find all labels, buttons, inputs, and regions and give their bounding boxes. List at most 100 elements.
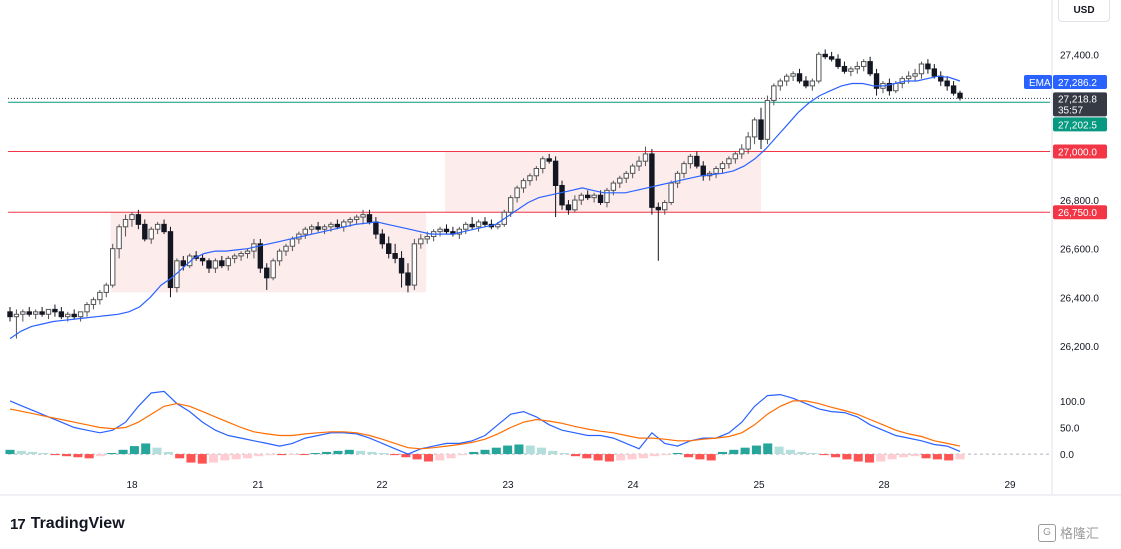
- currency-label[interactable]: USD: [1058, 0, 1110, 22]
- candle-body: [591, 194, 597, 199]
- candle-body: [700, 165, 706, 177]
- candle-body: [463, 223, 469, 230]
- candle-body: [816, 53, 822, 82]
- histogram-bar: [333, 450, 343, 455]
- candle-body: [617, 177, 623, 184]
- time-tick-label: 22: [376, 480, 388, 491]
- candle-body: [154, 223, 161, 230]
- histogram-bar: [491, 447, 501, 455]
- histogram-bar: [616, 454, 626, 461]
- histogram-bar: [819, 454, 829, 456]
- candle-body: [642, 153, 649, 162]
- time-tick-label: 29: [1004, 480, 1016, 491]
- brand-name: TradingView: [30, 515, 125, 532]
- histogram-bar: [480, 449, 490, 455]
- candle-body: [925, 63, 931, 70]
- histogram-bar: [254, 454, 264, 457]
- candle-body: [225, 257, 231, 267]
- histogram-bar: [310, 453, 320, 455]
- histogram-bar: [265, 454, 275, 456]
- tradingview-logo-icon: 17: [10, 515, 26, 533]
- candle-body: [26, 311, 32, 315]
- ema-line: [9, 75, 961, 340]
- histogram-bar: [593, 454, 603, 461]
- price-tick-label: 26,200.0: [1060, 342, 1099, 353]
- candle-body: [283, 245, 289, 252]
- histogram-bar: [797, 451, 807, 455]
- histogram-bar: [865, 454, 875, 463]
- candle-body: [873, 73, 880, 89]
- candle-body: [790, 73, 796, 77]
- histogram-bar: [107, 453, 117, 455]
- candle-body: [379, 233, 385, 245]
- histogram-bar: [62, 454, 72, 457]
- histogram-bar: [695, 454, 705, 460]
- histogram-bar: [84, 454, 94, 459]
- histogram-bar: [378, 453, 388, 455]
- candle-body: [71, 313, 77, 318]
- histogram-bar: [559, 453, 569, 455]
- candle-body: [719, 163, 726, 169]
- histogram-bar: [186, 454, 196, 463]
- histogram-bar: [570, 454, 580, 457]
- candle-body: [437, 228, 443, 233]
- oscillator-fast-line: [9, 390, 961, 455]
- candle-body: [585, 194, 591, 199]
- ema-value: 27,286.2: [1058, 78, 1097, 89]
- candle-body: [65, 313, 71, 318]
- candle-body: [52, 308, 58, 313]
- candle-body: [469, 223, 475, 228]
- histogram-bar: [853, 454, 863, 462]
- histogram-bar: [50, 454, 60, 456]
- watermark-text: 格隆汇: [1060, 526, 1100, 541]
- candle-body: [276, 250, 283, 262]
- histogram-bar: [537, 447, 547, 455]
- candle-body: [386, 243, 392, 255]
- histogram-bar: [390, 454, 400, 456]
- candle-body: [20, 311, 26, 315]
- candle-body: [771, 85, 777, 101]
- candle-body: [796, 73, 803, 82]
- candle-body: [315, 226, 321, 230]
- candle-body: [328, 223, 334, 228]
- candle-body: [687, 155, 694, 165]
- candle-body: [828, 56, 835, 60]
- candle-body: [475, 221, 482, 228]
- histogram-bar: [910, 454, 920, 457]
- candle-body: [347, 219, 353, 223]
- candle-body: [424, 236, 430, 240]
- candle-body: [302, 228, 308, 235]
- zone-1: [445, 151, 762, 213]
- candle-body: [244, 250, 251, 255]
- histogram-bar: [175, 454, 185, 459]
- candle-body: [559, 184, 565, 206]
- candle-body: [148, 228, 154, 240]
- candle-body: [257, 243, 264, 269]
- histogram-bar: [955, 454, 965, 460]
- candle-body: [32, 311, 39, 315]
- price-badge-value: 27,000.0: [1058, 147, 1097, 158]
- histogram-bar: [457, 454, 467, 456]
- histogram-bar: [39, 453, 49, 455]
- candle-body: [219, 260, 225, 267]
- histogram-bar: [921, 454, 931, 459]
- candle-body: [957, 92, 963, 99]
- histogram-bar: [16, 450, 26, 455]
- candle-body: [745, 136, 751, 150]
- price-badge: [1053, 144, 1107, 159]
- candle-body: [783, 75, 790, 82]
- candle-body: [565, 204, 572, 211]
- candle-body: [809, 80, 816, 87]
- price-badge-value: 27,202.5: [1058, 120, 1097, 131]
- candle-body: [321, 226, 328, 230]
- candle-body: [604, 189, 610, 203]
- time-tick-label: 28: [878, 480, 890, 491]
- histogram-bar: [751, 445, 761, 455]
- histogram-bar: [785, 449, 795, 455]
- histogram-bar: [163, 451, 173, 455]
- candle-body: [540, 158, 546, 169]
- histogram-bar: [322, 451, 332, 455]
- histogram-bar: [548, 450, 558, 455]
- histogram-bar: [367, 451, 377, 455]
